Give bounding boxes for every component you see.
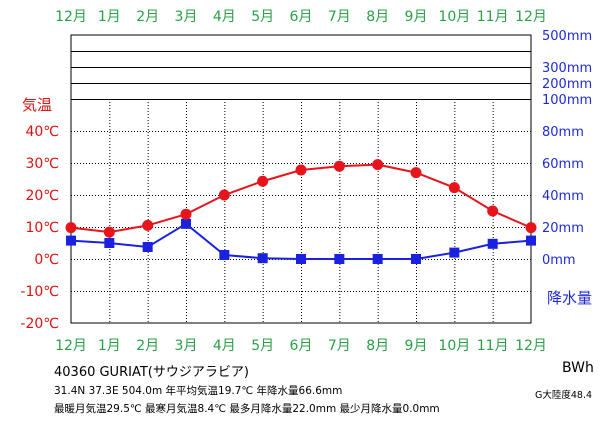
month-label: 11月 [477, 9, 509, 25]
temperature-point [525, 222, 537, 234]
temperature-point [333, 160, 345, 172]
precipitation-tick-label: 80mm [542, 125, 584, 140]
month-label: 1月 [98, 9, 121, 25]
month-label: 12月 [515, 338, 547, 354]
precipitation-axis-title: 降水量 [547, 289, 592, 307]
month-label: 1月 [98, 338, 121, 354]
plot-frame [70, 34, 532, 324]
month-label: 9月 [405, 338, 428, 354]
precipitation-tick-label: 60mm [542, 157, 584, 172]
temperature-tick-label: 0℃ [34, 252, 59, 268]
temperature-tick-label: 40℃ [25, 124, 59, 140]
precipitation-point [449, 247, 460, 258]
precipitation-point [142, 242, 153, 252]
temperature-tick-label: -10℃ [20, 284, 59, 300]
month-label: 4月 [213, 9, 236, 25]
precipitation-point [334, 254, 345, 264]
temperature-axis-title: 気温 [22, 96, 52, 114]
precipitation-tick-label: 500mm [542, 29, 592, 44]
month-label: 3月 [175, 9, 198, 25]
precipitation-tick-label: 200mm [542, 77, 592, 92]
station-extremes-summary: 最暖月気温29.5℃ 最寒月気温8.4℃ 最多月降水量22.0mm 最少月降水量… [54, 403, 440, 415]
precipitation-point [181, 218, 191, 229]
temperature-point [372, 159, 384, 171]
plot-grid [70, 34, 532, 324]
month-label: 6月 [290, 9, 313, 25]
month-label: 12月 [55, 9, 87, 25]
month-label: 2月 [136, 9, 159, 25]
temperature-point [65, 222, 77, 234]
month-label: 12月 [55, 338, 87, 354]
temperature-tick-label: 20℃ [25, 188, 59, 204]
climate-class: BWh [562, 360, 594, 376]
month-labels-bottom: 12月 1月 2月 3月 4月 5月 6月 7月 8月 9月 10月 11月 12月 [55, 338, 547, 354]
month-label: 6月 [290, 338, 313, 354]
temperature-point [103, 226, 115, 238]
precipitation-tick-label: 300mm [542, 61, 592, 76]
precipitation-point [66, 235, 76, 246]
temperature-axis-ticks: 40℃ 30℃ 20℃ 10℃ 0℃ -10℃ -20℃ [20, 124, 59, 332]
month-label: 11月 [477, 338, 509, 354]
month-label: 8月 [366, 9, 389, 25]
precipitation-point [257, 253, 268, 264]
temperature-point [142, 219, 154, 231]
temperature-point [295, 164, 307, 176]
temperature-point [180, 208, 192, 220]
month-label: 5月 [251, 9, 274, 25]
temperature-point [257, 175, 269, 187]
precipitation-point [487, 238, 498, 249]
month-labels-top: 12月 1月 2月 3月 4月 5月 6月 7月 8月 9月 10月 11月 12月 [55, 9, 547, 25]
month-label: 9月 [405, 9, 428, 25]
precipitation-tick-label: 20mm [542, 221, 584, 236]
month-label: 10月 [438, 9, 470, 25]
temperature-point [218, 189, 230, 201]
month-label: 12月 [515, 9, 547, 25]
month-label: 2月 [136, 338, 159, 354]
precipitation-point [219, 250, 230, 260]
precipitation-point [526, 235, 536, 246]
station-title: 40360 GURIAT(サウジアラビア) [54, 365, 249, 380]
month-label: 3月 [175, 338, 198, 354]
precipitation-point [372, 254, 383, 264]
precipitation-series [66, 218, 536, 264]
temperature-series [65, 159, 537, 238]
precipitation-point [411, 254, 421, 264]
temperature-tick-label: -20℃ [20, 316, 59, 332]
precipitation-tick-label: 40mm [542, 189, 584, 204]
continentality-index: G大陸度48.4 [535, 390, 593, 401]
temperature-point [410, 167, 422, 179]
month-label: 7月 [328, 9, 351, 25]
precipitation-point [296, 254, 306, 264]
temperature-point [487, 205, 499, 217]
month-label: 5月 [251, 338, 274, 354]
temperature-point [448, 182, 460, 194]
precipitation-tick-label: 0mm [542, 253, 576, 268]
month-label: 10月 [438, 338, 470, 354]
precipitation-point [104, 238, 115, 248]
month-label: 7月 [328, 338, 351, 354]
month-label: 8月 [366, 338, 389, 354]
precipitation-tick-label: 100mm [542, 93, 592, 108]
month-label: 4月 [213, 338, 236, 354]
temperature-tick-label: 30℃ [25, 156, 59, 172]
temperature-tick-label: 10℃ [25, 220, 59, 236]
station-location-summary: 31.4N 37.3E 504.0m 年平均気温19.7℃ 年降水量66.6mm [54, 385, 343, 397]
precipitation-line [70, 222, 532, 260]
